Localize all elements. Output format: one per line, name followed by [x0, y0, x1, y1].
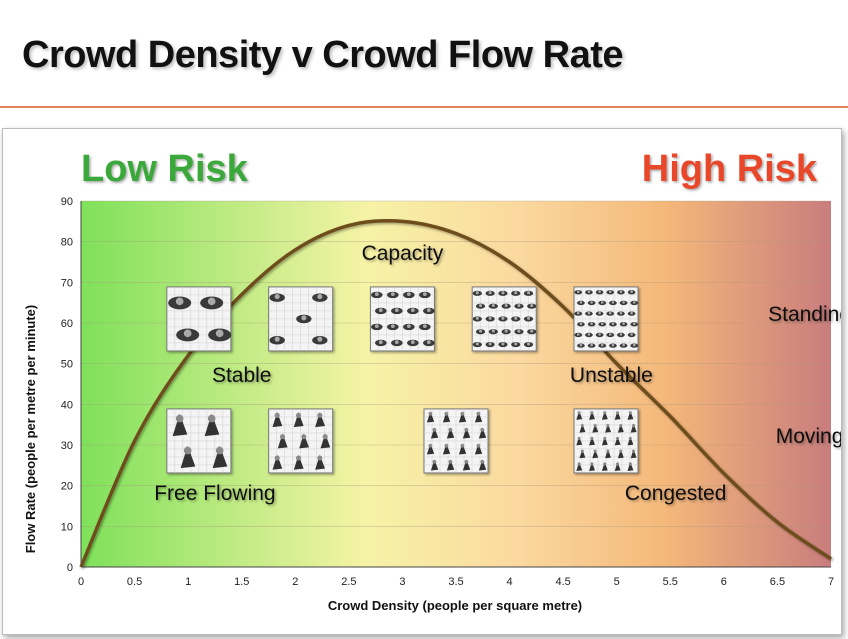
crowd-icons [166, 286, 639, 474]
annotation-label: Congested [625, 482, 727, 505]
flow-density-chart: 0 0.5 1 1.5 2 2.5 3 3.5 4 4.5 5 5.5 6 6.5 7 0 10 20 30 40 5… [23, 148, 841, 613]
y-tick-label: 80 [61, 237, 73, 249]
annotation-label: Free Flowing [154, 482, 275, 505]
y-tick-label: 50 [61, 359, 73, 371]
x-tick-label: 5 [614, 576, 620, 588]
chart-frame: 0 0.5 1 1.5 2 2.5 3 3.5 4 4.5 5 5.5 6 6.5 7 0 10 20 30 40 5… [2, 128, 842, 635]
annotation-label: Stable [212, 364, 272, 387]
y-tick-labels: 0 10 20 30 40 50 60 70 80 90 [61, 196, 73, 574]
crowd-density-icon [268, 408, 334, 474]
annotation-label: Capacity [362, 242, 444, 265]
x-tick-label: 7 [828, 576, 834, 588]
high-risk-label: High Risk [642, 148, 818, 190]
crowd-density-icon [573, 286, 639, 352]
crowd-density-icon [423, 408, 489, 474]
y-tick-label: 40 [61, 399, 73, 411]
annotation-label: Unstable [570, 364, 653, 387]
crowd-density-icon [369, 286, 435, 352]
y-tick-label: 0 [67, 562, 73, 574]
crowd-density-icon [166, 286, 232, 352]
y-tick-label: 90 [61, 196, 73, 208]
crowd-density-icon [471, 286, 537, 352]
x-tick-label: 5.5 [663, 576, 678, 588]
x-tick-label: 4 [507, 576, 513, 588]
crowd-density-icon [166, 408, 232, 474]
flow-curve [79, 218, 832, 568]
annotation-label: Moving [776, 425, 841, 448]
x-tick-label: 0 [78, 576, 84, 588]
x-tick-label: 4.5 [555, 576, 570, 588]
y-tick-label: 20 [61, 481, 73, 493]
y-tick-label: 10 [61, 521, 73, 533]
annotations: Capacity Stable Unstable Free Flowing Conges… [154, 242, 841, 505]
low-risk-label: Low Risk [81, 148, 249, 190]
x-tick-label: 2 [292, 576, 298, 588]
x-axis-title: Crowd Density (people per square metre) [328, 598, 582, 613]
x-tick-labels: 0 0.5 1 1.5 2 2.5 3 3.5 4 4.5 5 5.5 6 6.5 7 [78, 576, 834, 588]
axes [80, 201, 831, 568]
y-tick-label: 60 [61, 318, 73, 330]
x-tick-label: 2.5 [341, 576, 356, 588]
title-divider [0, 106, 848, 108]
x-tick-label: 6 [721, 576, 727, 588]
x-tick-label: 1 [185, 576, 191, 588]
x-tick-label: 3.5 [448, 576, 463, 588]
slide-title: Crowd Density v Crowd Flow Rate [22, 34, 624, 76]
x-tick-label: 3 [399, 576, 405, 588]
x-tick-label: 0.5 [127, 576, 142, 588]
plot-background [81, 201, 831, 567]
y-axis-title: Flow Rate (people per metre per minute) [23, 305, 38, 554]
crowd-density-icon [573, 408, 639, 474]
y-tick-label: 70 [61, 277, 73, 289]
x-tick-label: 6.5 [770, 576, 785, 588]
y-tick-label: 30 [61, 440, 73, 452]
x-tick-label: 1.5 [234, 576, 249, 588]
annotation-label: Standing [768, 303, 841, 326]
crowd-density-icon [268, 286, 334, 352]
